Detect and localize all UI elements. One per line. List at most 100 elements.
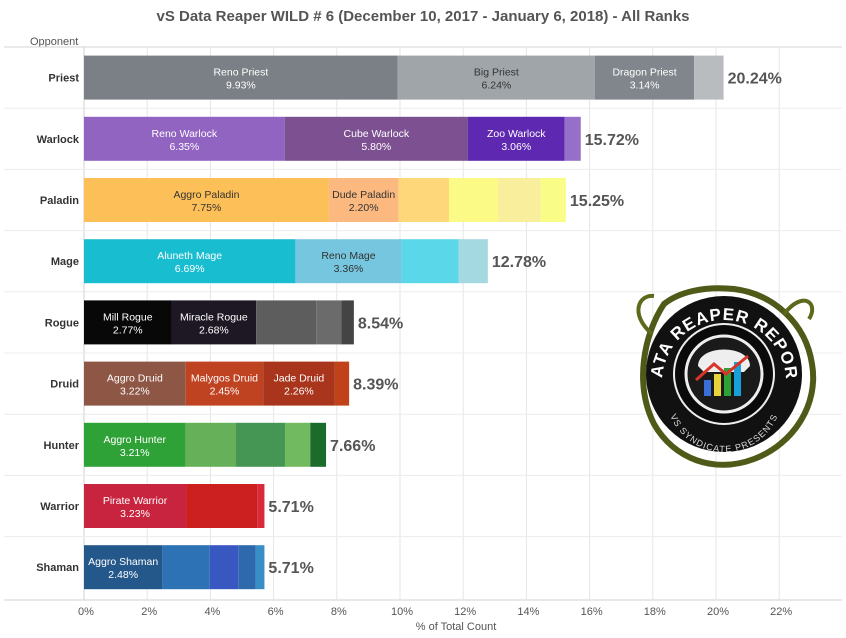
segment-name-label: Aggro Hunter: [103, 434, 166, 446]
bar-segment: [185, 361, 264, 406]
bar-segment: [84, 116, 285, 161]
segment-name-label: Aggro Paladin: [173, 189, 239, 201]
segment-value-label: 3.14%: [630, 80, 660, 92]
category-labels: Priest Warlock Paladin Mage Rogue Druid Hunter…: [36, 73, 80, 575]
bar-segment: [162, 545, 210, 590]
x-tick-label: 0%: [78, 606, 94, 618]
x-tick-label: 18%: [644, 606, 666, 618]
bar-segment: [284, 116, 468, 161]
segment-name-label: Cube Warlock: [344, 128, 410, 140]
bar-segment: [310, 422, 327, 467]
segment-name-label: Mill Rogue: [103, 311, 153, 323]
bar-segment: [209, 545, 239, 590]
emblem-bar-icon: [724, 368, 731, 396]
bar-segment: [540, 178, 566, 222]
category-label-druid: Druid: [50, 379, 79, 391]
row-separators: [4, 107, 842, 538]
segment-name-label: Malygos Druid: [191, 373, 258, 385]
segment-value-label: 3.23%: [120, 508, 150, 520]
bar-total-label: 20.24%: [728, 71, 782, 88]
segment-name-label: Reno Mage: [321, 250, 375, 262]
bar-segment: [694, 55, 724, 100]
bar-total-label: 15.25%: [570, 193, 624, 210]
bar-segment: [594, 55, 695, 100]
bar-segment: [401, 239, 459, 284]
segment-name-label: Zoo Warlock: [487, 128, 546, 140]
bar-segment: [84, 239, 296, 284]
emblem-bar-icon: [704, 380, 711, 396]
bar-segment: [497, 178, 541, 222]
bar-segment: [257, 484, 265, 528]
segment-value-label: 3.21%: [120, 447, 150, 459]
x-tick-label: 16%: [581, 606, 603, 618]
bar-segment: [448, 178, 498, 222]
bar-segment: [467, 116, 565, 161]
bar-total-label: 5.71%: [268, 560, 313, 577]
segment-value-label: 2.45%: [210, 386, 240, 398]
bar-segment: [84, 545, 163, 590]
bar-total-label: 8.54%: [358, 315, 403, 332]
bar-segment: [458, 239, 488, 284]
vine-curl-icon: [636, 293, 655, 336]
segment-value-label: 2.68%: [199, 324, 229, 336]
segment-value-label: 3.06%: [501, 141, 531, 153]
x-tick-label: 6%: [268, 606, 284, 618]
bar-segment: [171, 300, 257, 345]
segment-value-label: 3.22%: [120, 386, 150, 398]
segment-name-label: Big Priest: [474, 67, 519, 79]
bar-segment: [84, 178, 329, 222]
segment-name-label: Aggro Druid: [107, 373, 163, 385]
emblem-bar-icon: [714, 374, 721, 396]
bar-segment: [255, 545, 265, 590]
segment-value-label: 7.75%: [192, 202, 222, 214]
category-label-hunter: Hunter: [44, 440, 80, 452]
segment-value-label: 2.26%: [284, 386, 314, 398]
x-tick-label: 14%: [517, 606, 539, 618]
bar-segment: [397, 55, 595, 100]
y-axis-label: Opponent: [30, 36, 78, 48]
x-tick-label: 12%: [454, 606, 476, 618]
segment-name-label: Dude Paladin: [332, 189, 395, 201]
bar-segment: [186, 484, 258, 528]
category-label-priest: Priest: [48, 73, 79, 85]
x-axis-label: % of Total Count: [416, 621, 497, 633]
segment-value-label: 5.80%: [361, 141, 391, 153]
chart-title: vS Data Reaper WILD # 6 (December 10, 20…: [156, 8, 689, 25]
segment-value-label: 3.36%: [334, 263, 364, 275]
bar-segment: [295, 239, 402, 284]
bar-segment: [84, 422, 186, 467]
bar-total-label: 5.71%: [268, 499, 313, 516]
bar-segment: [334, 361, 350, 406]
bar-segment: [235, 422, 285, 467]
segment-value-label: 2.48%: [108, 569, 138, 581]
bar-segment: [316, 300, 342, 345]
segment-value-label: 2.20%: [349, 202, 379, 214]
segment-name-label: Dragon Priest: [612, 67, 676, 79]
x-tick-label: 2%: [141, 606, 157, 618]
category-label-paladin: Paladin: [40, 195, 79, 207]
segment-value-label: 6.24%: [481, 80, 511, 92]
segment-value-label: 2.77%: [113, 324, 143, 336]
x-tick-label: 4%: [204, 606, 220, 618]
bar-segment: [256, 300, 317, 345]
category-label-mage: Mage: [51, 256, 79, 268]
bar-total-label: 12.78%: [492, 254, 546, 271]
segment-name-label: Aggro Shaman: [88, 556, 158, 568]
bar-segment: [328, 178, 399, 222]
bar-total-label: 15.72%: [585, 132, 639, 149]
bar-segment: [284, 422, 311, 467]
bar-segment: [238, 545, 256, 590]
vine-outline-icon: [640, 285, 817, 468]
x-tick-label: 22%: [770, 606, 792, 618]
segment-name-label: Miracle Rogue: [180, 311, 248, 323]
bar-segment: [84, 300, 172, 345]
category-label-warlock: Warlock: [37, 134, 80, 146]
segment-value-label: 6.69%: [175, 263, 205, 275]
bar-segment: [84, 361, 186, 406]
bar-segment: [84, 55, 398, 100]
segment-value-label: 6.35%: [169, 141, 199, 153]
bar-segment: [84, 484, 187, 528]
bar-total-label: 7.66%: [330, 438, 375, 455]
bar-segment: [398, 178, 449, 222]
